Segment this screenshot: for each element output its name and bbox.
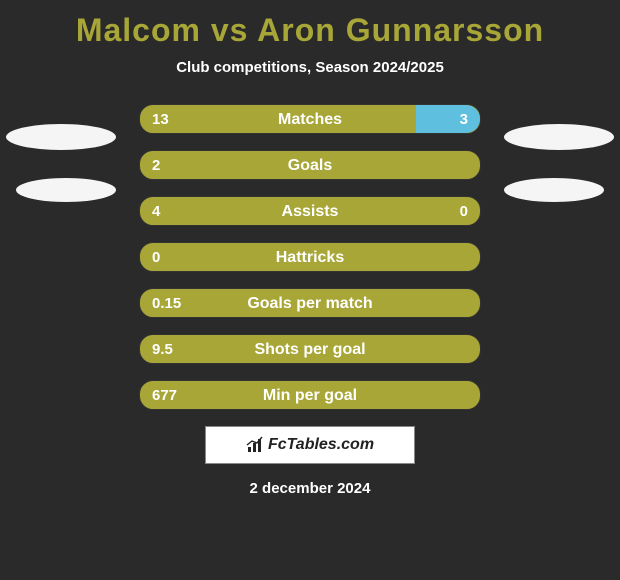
- player-left-badge-2: [16, 178, 116, 202]
- stat-label: Hattricks: [140, 243, 480, 272]
- stat-value-right: 0: [460, 197, 468, 226]
- stat-label: Assists: [140, 197, 480, 226]
- stat-label: Matches: [140, 105, 480, 134]
- stat-row: 4Assists0: [139, 196, 481, 226]
- stat-value-right: 3: [460, 105, 468, 134]
- player-left-badge-1: [6, 124, 116, 150]
- comparison-chart: 13Matches32Goals4Assists00Hattricks0.15G…: [139, 104, 481, 410]
- player-right-badge-1: [504, 124, 614, 150]
- stat-row: 0.15Goals per match: [139, 288, 481, 318]
- stat-row: 2Goals: [139, 150, 481, 180]
- logo-text: FcTables.com: [268, 436, 374, 454]
- stat-label: Min per goal: [140, 381, 480, 410]
- stat-label: Shots per goal: [140, 335, 480, 364]
- page-title: Malcom vs Aron Gunnarsson: [0, 0, 620, 49]
- date-text: 2 december 2024: [0, 480, 620, 497]
- fctables-logo[interactable]: FcTables.com: [205, 426, 415, 464]
- stat-row: 0Hattricks: [139, 242, 481, 272]
- page-subtitle: Club competitions, Season 2024/2025: [0, 59, 620, 76]
- player-right-badge-2: [504, 178, 604, 202]
- stat-row: 677Min per goal: [139, 380, 481, 410]
- chart-icon: [246, 436, 264, 454]
- stat-row: 13Matches3: [139, 104, 481, 134]
- stat-label: Goals: [140, 151, 480, 180]
- stat-label: Goals per match: [140, 289, 480, 318]
- stat-row: 9.5Shots per goal: [139, 334, 481, 364]
